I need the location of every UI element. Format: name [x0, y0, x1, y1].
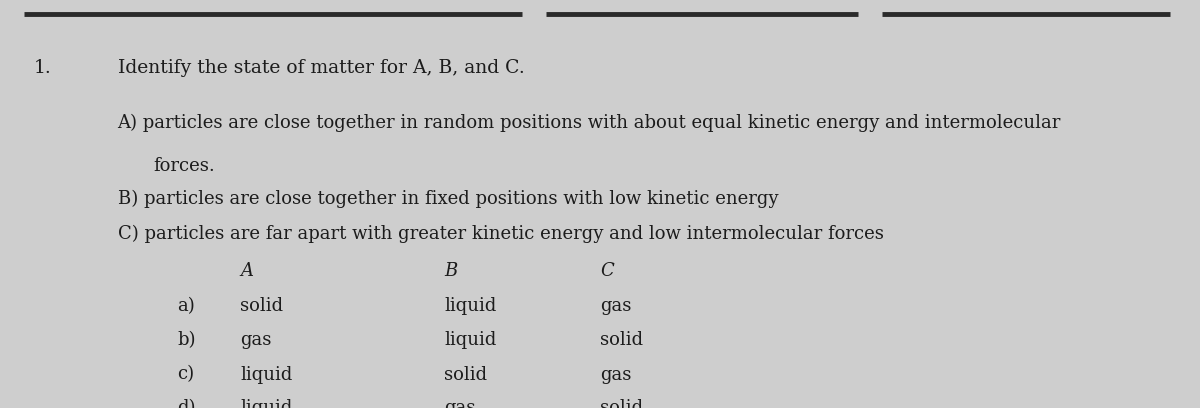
Text: A) particles are close together in random positions with about equal kinetic ene: A) particles are close together in rando… [118, 114, 1061, 133]
Text: gas: gas [600, 366, 631, 384]
Text: C) particles are far apart with greater kinetic energy and low intermolecular fo: C) particles are far apart with greater … [118, 224, 883, 243]
Text: Identify the state of matter for A, B, and C.: Identify the state of matter for A, B, a… [118, 59, 524, 77]
Text: liquid: liquid [444, 297, 497, 315]
Text: gas: gas [240, 331, 271, 349]
Text: forces.: forces. [154, 157, 215, 175]
Text: gas: gas [600, 297, 631, 315]
Text: liquid: liquid [240, 366, 293, 384]
Text: B) particles are close together in fixed positions with low kinetic energy: B) particles are close together in fixed… [118, 190, 778, 208]
Text: a): a) [178, 297, 196, 315]
Text: c): c) [178, 366, 194, 384]
Text: liquid: liquid [240, 399, 293, 408]
Text: solid: solid [240, 297, 283, 315]
Text: solid: solid [600, 399, 643, 408]
Text: gas: gas [444, 399, 475, 408]
Text: d): d) [178, 399, 196, 408]
Text: b): b) [178, 331, 196, 349]
Text: solid: solid [444, 366, 487, 384]
Text: B: B [444, 262, 457, 280]
Text: A: A [240, 262, 253, 280]
Text: solid: solid [600, 331, 643, 349]
Text: 1.: 1. [34, 59, 52, 77]
Text: C: C [600, 262, 613, 280]
Text: liquid: liquid [444, 331, 497, 349]
